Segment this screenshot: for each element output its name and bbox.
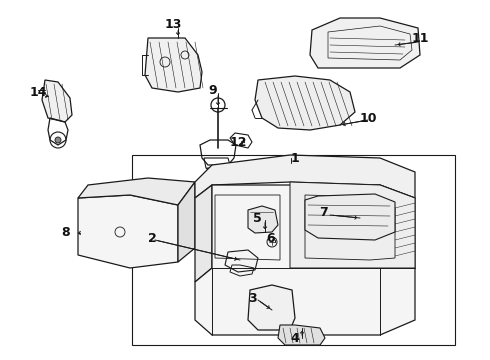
Text: 7: 7 [318,207,327,220]
Polygon shape [78,195,178,268]
Text: 2: 2 [147,231,156,244]
Text: 4: 4 [291,332,299,345]
Text: 11: 11 [411,31,429,45]
Text: 5: 5 [253,211,261,225]
Text: 6: 6 [267,231,275,244]
Polygon shape [305,194,395,240]
Polygon shape [278,325,325,345]
Text: 13: 13 [164,18,182,31]
Polygon shape [42,80,72,122]
Text: 3: 3 [247,292,256,305]
Text: 12: 12 [229,136,247,149]
Polygon shape [195,185,415,335]
Polygon shape [255,76,355,130]
Polygon shape [145,38,202,92]
Text: 14: 14 [29,86,47,99]
Polygon shape [248,285,295,330]
Circle shape [55,137,61,143]
Text: 1: 1 [291,152,299,165]
Polygon shape [310,18,420,68]
Polygon shape [78,178,195,205]
Text: 8: 8 [62,226,70,239]
Polygon shape [178,182,195,262]
Polygon shape [290,182,415,268]
Text: 9: 9 [209,84,217,96]
Polygon shape [195,185,212,282]
Text: 10: 10 [359,112,377,125]
Polygon shape [195,155,415,198]
Polygon shape [248,206,278,233]
